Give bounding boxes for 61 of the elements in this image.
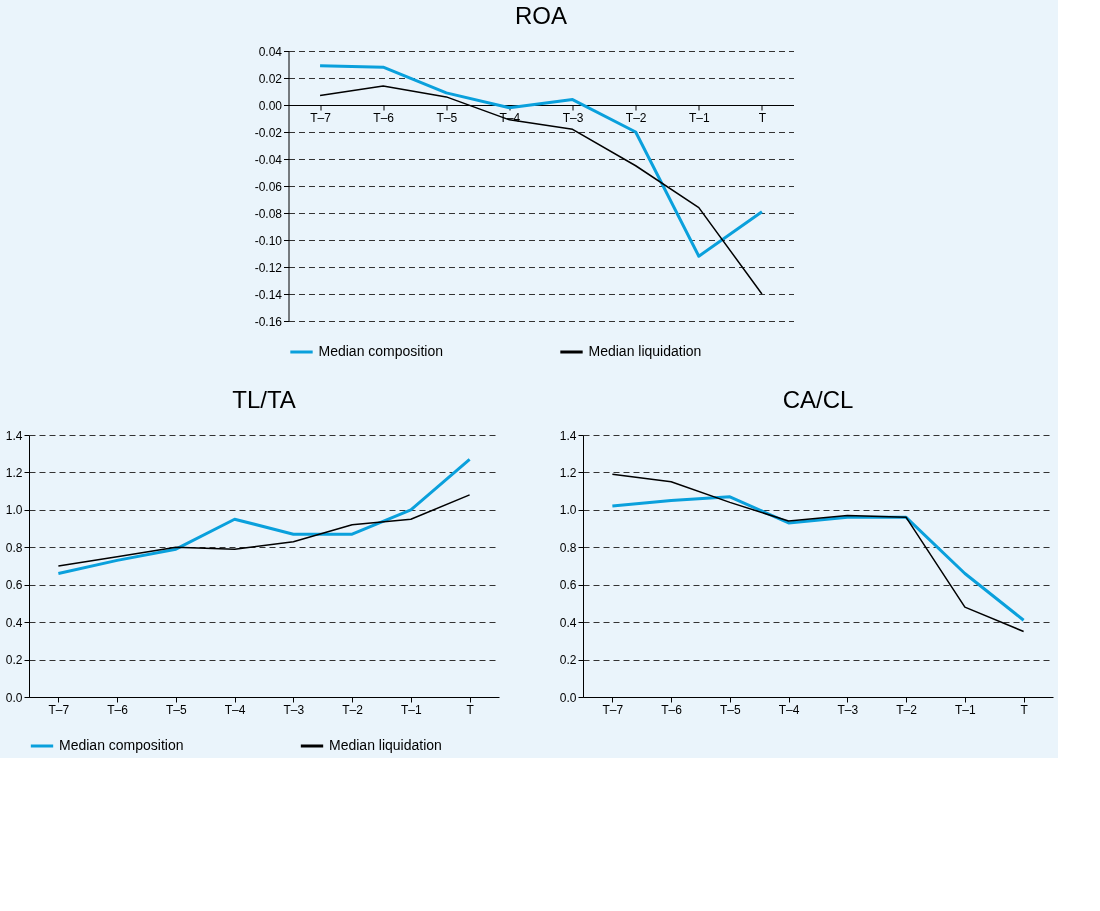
x-tick-label: T–1 xyxy=(688,110,710,125)
x-tick-label: T–6 xyxy=(661,702,683,717)
y-tick-label: 0.2 xyxy=(5,653,23,668)
y-tick-label: -0.04 xyxy=(254,152,283,167)
x-tick-label: T–3 xyxy=(283,702,305,717)
legend-label: Median liquidation xyxy=(588,343,702,359)
y-tick-label: 1.4 xyxy=(5,428,23,443)
line-series xyxy=(610,495,1026,622)
y-tick-label: 0.2 xyxy=(559,653,577,668)
line-series xyxy=(57,494,471,567)
y-tick-label: 0.6 xyxy=(559,578,577,593)
x-tick-label: T–5 xyxy=(436,110,458,125)
x-tick-label: T–5 xyxy=(166,702,188,717)
y-tick-label: 0.8 xyxy=(5,540,23,555)
y-tick-label: 1.4 xyxy=(559,428,577,443)
chart-title: TL/TA xyxy=(232,386,296,413)
y-tick-label: -0.02 xyxy=(254,125,283,140)
y-tick-label: 0.00 xyxy=(258,98,283,113)
x-tick-label: T–6 xyxy=(373,110,395,125)
y-tick-label: -0.06 xyxy=(254,179,283,194)
x-tick-label: T–5 xyxy=(720,702,742,717)
x-tick-label: T–2 xyxy=(896,702,918,717)
y-tick-label: -0.08 xyxy=(254,206,283,221)
y-tick-label: 0.0 xyxy=(559,690,577,705)
x-tick-label: T–7 xyxy=(48,702,70,717)
x-tick-label: T–2 xyxy=(342,702,364,717)
x-tick-label: T–3 xyxy=(562,110,584,125)
x-tick-label: T xyxy=(758,110,767,125)
y-tick-label: -0.10 xyxy=(254,233,283,248)
y-tick-label: 0.4 xyxy=(5,615,23,630)
x-tick-label: T–4 xyxy=(224,702,246,717)
x-tick-label: T–7 xyxy=(310,110,332,125)
y-tick-label: 1.2 xyxy=(559,465,577,480)
legend-label: Median liquidation xyxy=(329,737,442,753)
line-series xyxy=(611,473,1025,633)
x-tick-label: T–3 xyxy=(837,702,859,717)
legend-label: Median composition xyxy=(59,737,184,753)
y-tick-label: -0.14 xyxy=(254,287,283,302)
y-tick-label: 1.0 xyxy=(5,503,23,518)
y-tick-label: -0.16 xyxy=(254,314,283,329)
x-tick-label: T–7 xyxy=(602,702,624,717)
y-tick-label: 0.6 xyxy=(5,578,23,593)
y-tick-label: 1.0 xyxy=(559,503,577,518)
y-tick-label: -0.12 xyxy=(254,260,283,275)
y-tick-label: 0.8 xyxy=(559,540,577,555)
y-tick-label: 0.0 xyxy=(5,690,23,705)
x-tick-label: T–4 xyxy=(778,702,800,717)
legend-label: Median composition xyxy=(318,343,444,359)
y-tick-label: 0.4 xyxy=(559,615,577,630)
x-tick-label: T–6 xyxy=(107,702,129,717)
x-tick-label: T–1 xyxy=(955,702,977,717)
y-tick-label: 0.04 xyxy=(258,44,283,59)
x-tick-label: T xyxy=(1020,702,1029,717)
chart-title: CA/CL xyxy=(782,386,854,413)
y-tick-label: 0.02 xyxy=(258,71,283,86)
chart-title: ROA xyxy=(514,2,568,29)
x-tick-label: T–2 xyxy=(625,110,647,125)
x-tick-label: T xyxy=(466,702,475,717)
x-tick-label: T–1 xyxy=(401,702,423,717)
line-series xyxy=(56,457,472,575)
y-tick-label: 1.2 xyxy=(5,465,23,480)
